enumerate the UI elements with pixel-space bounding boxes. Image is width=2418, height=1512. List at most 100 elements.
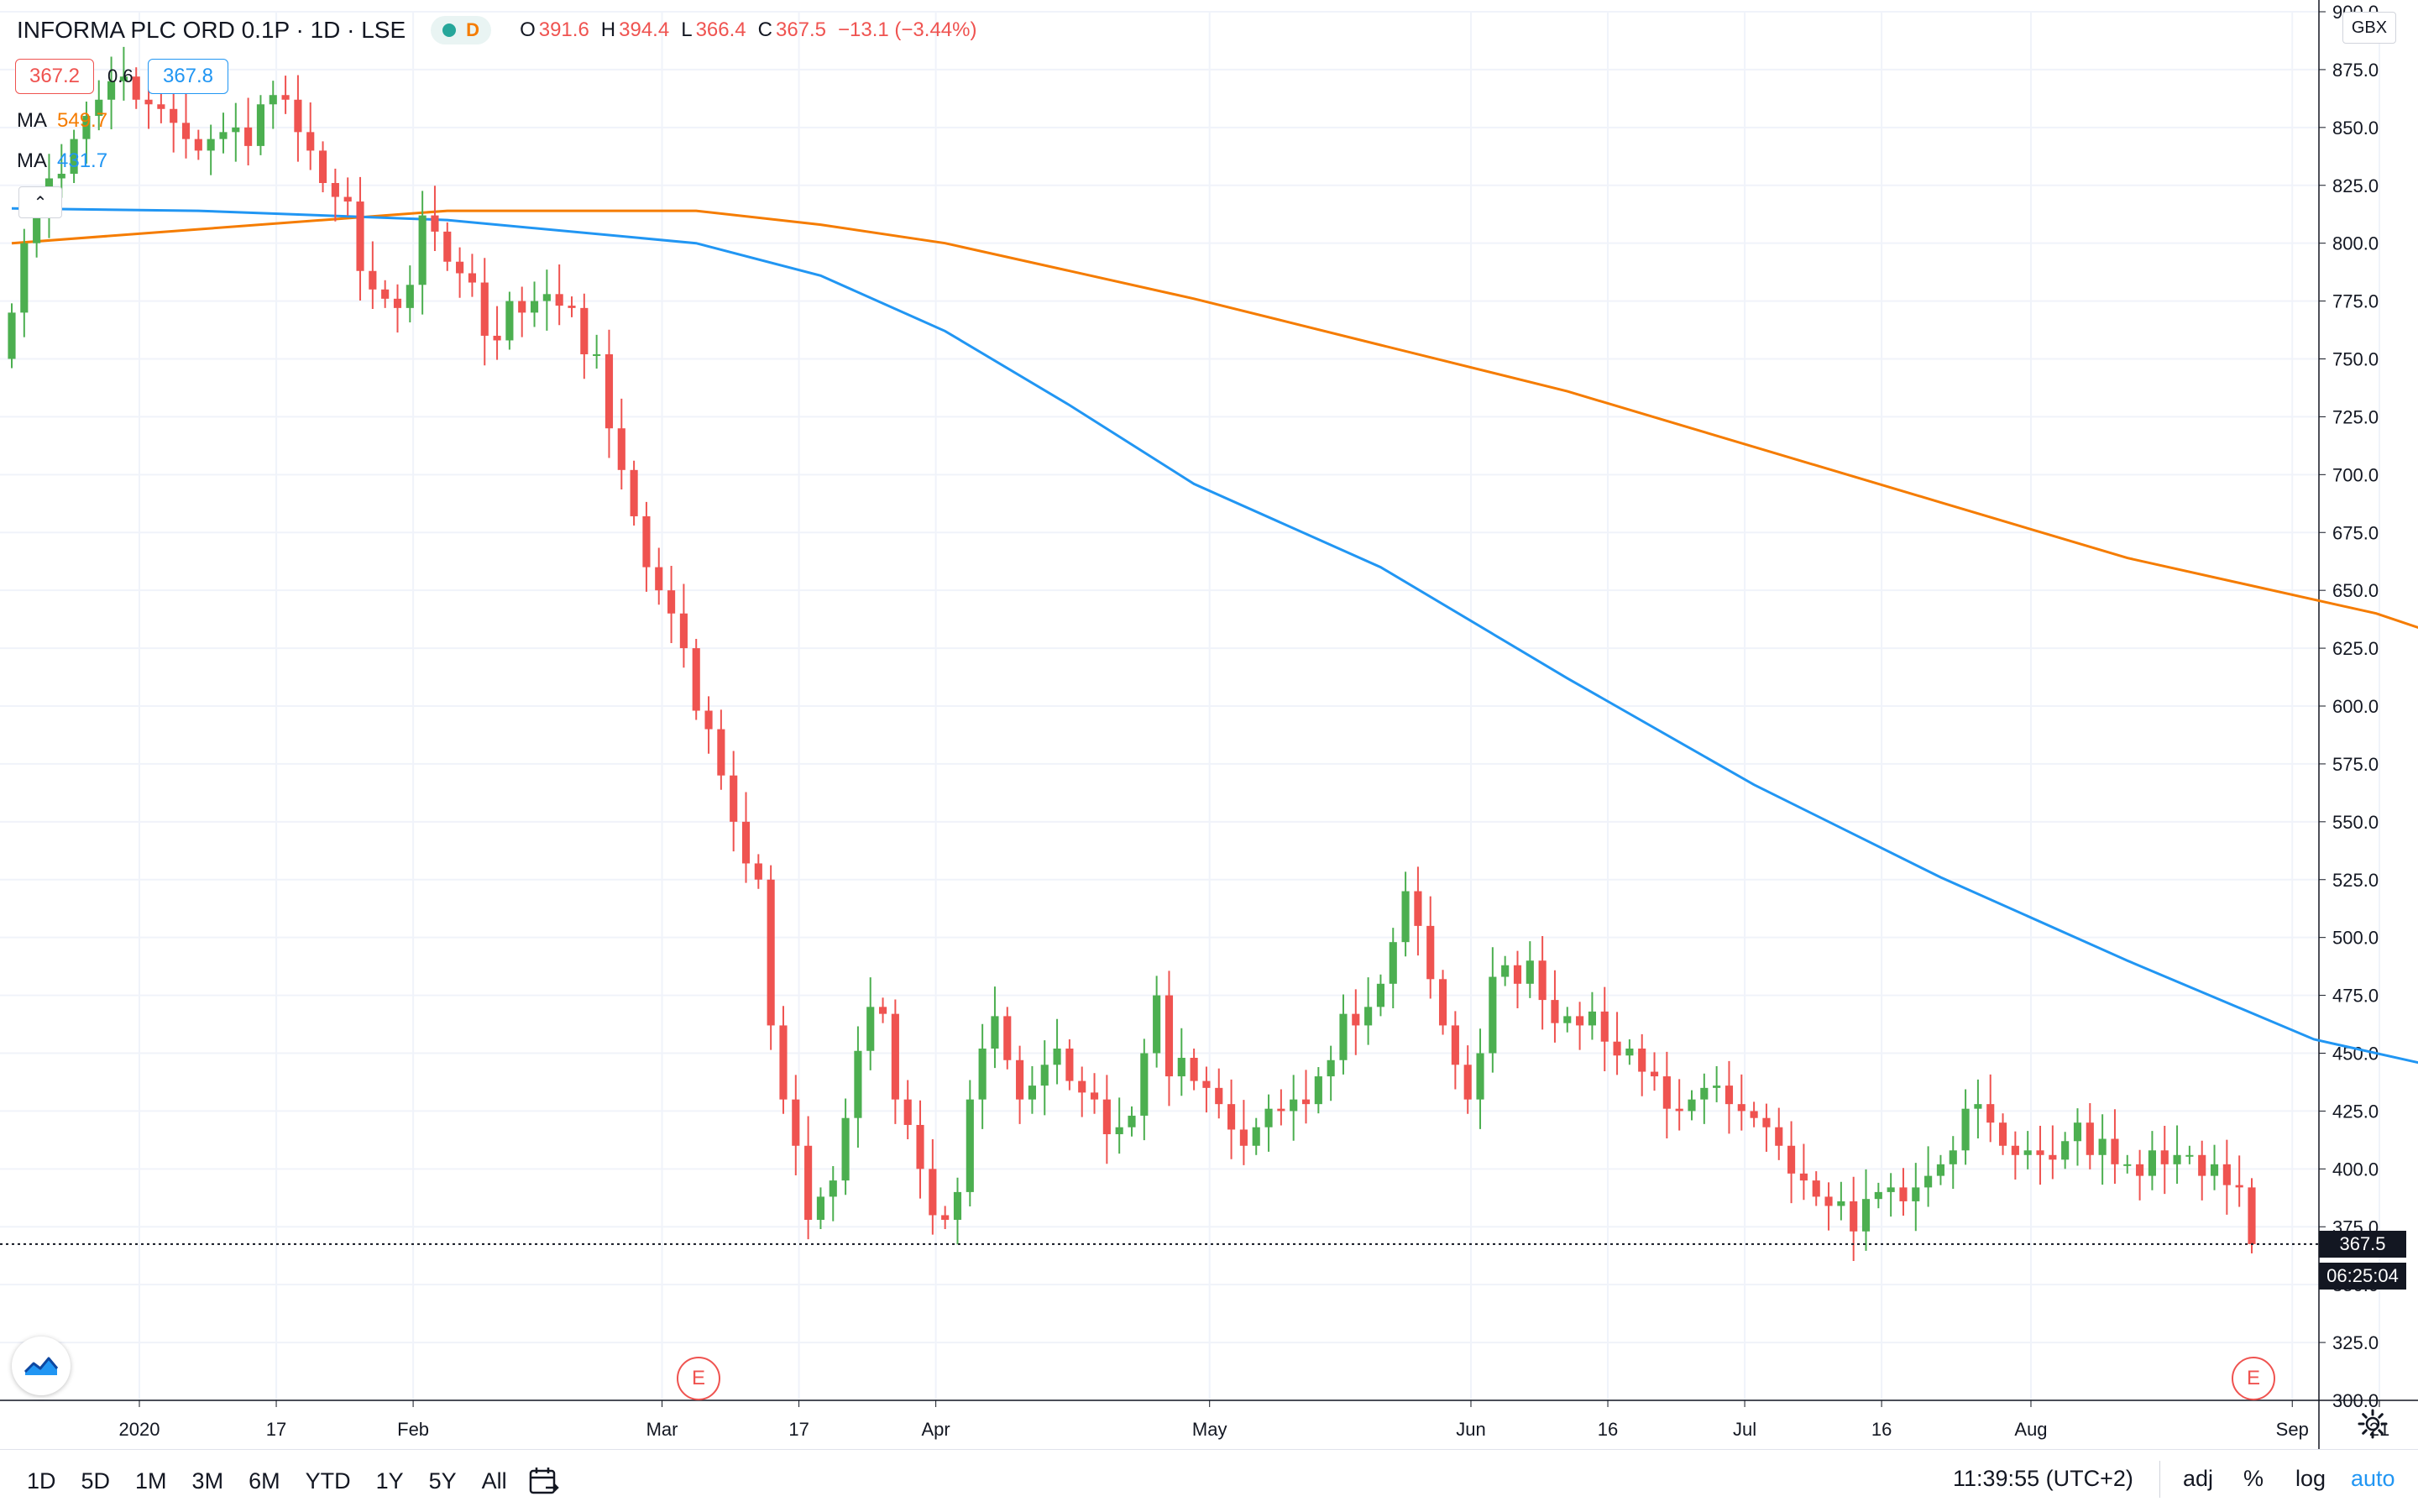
candle[interactable] <box>20 228 29 337</box>
candle[interactable] <box>1227 1079 1236 1159</box>
candle[interactable] <box>1924 1146 1933 1207</box>
earnings-marker-march[interactable]: E <box>677 1357 720 1400</box>
candle[interactable] <box>1887 1173 1895 1217</box>
candle[interactable] <box>1613 1012 1621 1075</box>
candle[interactable] <box>1625 1039 1634 1065</box>
candle[interactable] <box>505 291 514 350</box>
candle[interactable] <box>667 565 676 644</box>
candle[interactable] <box>1837 1181 1845 1221</box>
candle[interactable] <box>929 1139 937 1235</box>
candle[interactable] <box>841 1098 850 1195</box>
candle[interactable] <box>878 997 887 1023</box>
candle[interactable] <box>1339 994 1348 1075</box>
candle[interactable] <box>443 222 452 271</box>
candle[interactable] <box>1713 1065 1721 1102</box>
candle[interactable] <box>1551 970 1559 1043</box>
candle[interactable] <box>418 191 427 315</box>
candle[interactable] <box>1675 1079 1683 1131</box>
candle[interactable] <box>2185 1145 2194 1164</box>
collapse-legend-button[interactable]: ⌃ <box>18 186 62 218</box>
candle[interactable] <box>1576 1002 1584 1050</box>
candle[interactable] <box>978 1023 987 1129</box>
currency-badge[interactable]: GBX <box>2342 12 2396 44</box>
candle[interactable] <box>82 101 91 164</box>
candle[interactable] <box>343 177 352 217</box>
candle[interactable] <box>1376 974 1385 1017</box>
settings-gear-icon[interactable] <box>2356 1407 2389 1441</box>
candle[interactable] <box>2023 1131 2032 1169</box>
candle[interactable] <box>568 296 576 317</box>
candle[interactable] <box>1961 1089 1970 1165</box>
candle[interactable] <box>617 398 625 489</box>
candle[interactable] <box>1438 970 1447 1035</box>
candle[interactable] <box>991 986 999 1069</box>
candle[interactable] <box>642 501 651 592</box>
candle[interactable] <box>1700 1073 1709 1124</box>
candle[interactable] <box>119 46 128 101</box>
candle[interactable] <box>2173 1125 2181 1184</box>
candle[interactable] <box>1501 955 1510 986</box>
candle[interactable] <box>70 129 78 183</box>
candle[interactable] <box>792 1075 800 1176</box>
candle[interactable] <box>692 639 700 720</box>
candle[interactable] <box>1301 1070 1311 1124</box>
candle[interactable] <box>1102 1075 1111 1164</box>
candle[interactable] <box>1750 1101 1758 1127</box>
candle[interactable] <box>1861 1169 1871 1251</box>
candle[interactable] <box>1936 1154 1945 1185</box>
candle[interactable] <box>816 1187 825 1230</box>
candle[interactable] <box>1638 1033 1646 1096</box>
candle[interactable] <box>219 112 228 154</box>
candle[interactable] <box>1850 1176 1858 1262</box>
candle[interactable] <box>306 102 315 170</box>
candle[interactable] <box>580 293 589 379</box>
candle[interactable] <box>1426 896 1435 999</box>
bid-box[interactable]: 367.2 <box>15 59 94 94</box>
ask-box[interactable]: 367.8 <box>148 59 228 94</box>
candle[interactable] <box>456 247 464 298</box>
auto-toggle[interactable]: auto <box>2351 1466 2395 1491</box>
candle[interactable] <box>170 84 178 153</box>
candle[interactable] <box>779 1006 788 1114</box>
candle[interactable] <box>1688 1090 1696 1121</box>
candle[interactable] <box>916 1100 924 1199</box>
candle[interactable] <box>232 102 240 162</box>
range-1m-button[interactable]: 1M <box>135 1468 167 1494</box>
candle[interactable] <box>866 977 875 1070</box>
candle[interactable] <box>1389 928 1397 1009</box>
candle[interactable] <box>593 334 601 369</box>
candle[interactable] <box>269 81 277 129</box>
candle[interactable] <box>1787 1121 1796 1204</box>
candle[interactable] <box>1662 1051 1671 1138</box>
candle[interactable] <box>1974 1079 1982 1138</box>
candle[interactable] <box>1053 1018 1061 1085</box>
range-all-button[interactable]: All <box>481 1468 507 1494</box>
candle[interactable] <box>369 241 377 309</box>
candle[interactable] <box>1252 1117 1260 1155</box>
candle[interactable] <box>1239 1100 1248 1165</box>
candle[interactable] <box>281 76 290 114</box>
candle[interactable] <box>1824 1182 1833 1231</box>
symbol-title[interactable]: INFORMA PLC ORD 0.1P · 1D · LSE <box>17 17 406 43</box>
range-5y-button[interactable]: 5Y <box>428 1468 457 1494</box>
candle[interactable] <box>1040 1040 1049 1116</box>
candle[interactable] <box>1414 866 1422 956</box>
candle[interactable] <box>1874 1182 1882 1209</box>
candle[interactable] <box>518 286 526 337</box>
range-3m-button[interactable]: 3M <box>191 1468 224 1494</box>
candle[interactable] <box>1588 991 1596 1040</box>
candle[interactable] <box>1078 1066 1086 1117</box>
range-1y-button[interactable]: 1Y <box>375 1468 404 1494</box>
candle[interactable] <box>1401 871 1410 957</box>
candle[interactable] <box>679 583 688 668</box>
candle[interactable] <box>1526 941 1534 998</box>
candle[interactable] <box>381 280 390 308</box>
candle[interactable] <box>1115 1097 1123 1154</box>
candle[interactable] <box>741 792 751 883</box>
candle[interactable] <box>1513 950 1522 1009</box>
percent-toggle[interactable]: % <box>2243 1466 2264 1491</box>
candle[interactable] <box>2248 1178 2256 1253</box>
candle[interactable] <box>207 124 215 175</box>
candle[interactable] <box>1215 1068 1223 1119</box>
candle[interactable] <box>1998 1113 2007 1155</box>
